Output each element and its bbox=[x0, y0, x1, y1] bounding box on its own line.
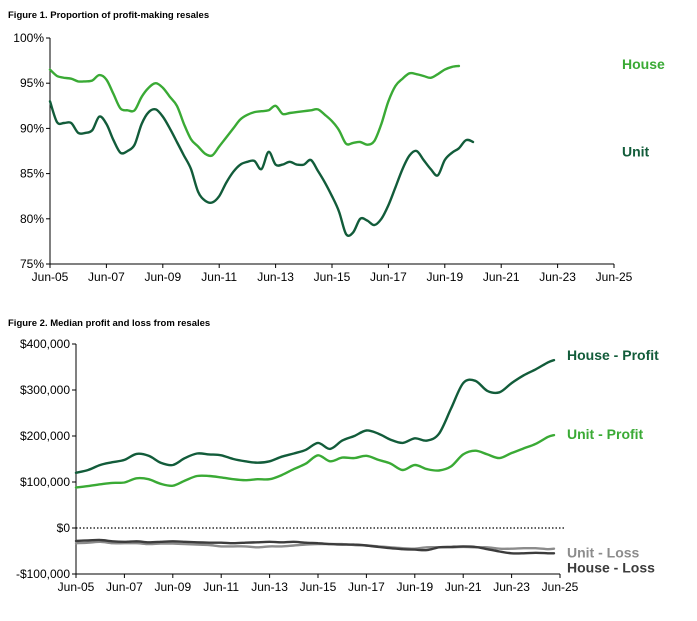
fig2-x-tick-label: Jun-19 bbox=[396, 580, 433, 594]
fig2-x-tick-label: Jun-25 bbox=[542, 580, 579, 594]
fig1-x-tick-label: Jun-11 bbox=[201, 270, 237, 284]
fig1-x-tick-label: Jun-13 bbox=[257, 270, 294, 284]
fig2-x-tick-label: Jun-13 bbox=[251, 580, 288, 594]
fig2-x-tick-label: Jun-23 bbox=[493, 580, 530, 594]
fig1-x-tick-label: Jun-25 bbox=[596, 270, 633, 284]
fig1-x-tick-label: Jun-07 bbox=[88, 270, 125, 284]
fig2-series-unit-profit bbox=[74, 433, 556, 489]
fig2-series-house-loss bbox=[74, 538, 556, 555]
fig1-x-tick-label: Jun-09 bbox=[144, 270, 181, 284]
fig1-label-house: House bbox=[622, 56, 665, 72]
fig1-x-tick-label: Jun-05 bbox=[32, 270, 69, 284]
fig2-label-house-profit: House - Profit bbox=[567, 347, 659, 363]
fig2-y-tick-label: -$100,000 bbox=[16, 567, 70, 581]
fig1-y-tick-label: 80% bbox=[20, 212, 44, 226]
fig2-y-tick-label: $400,000 bbox=[20, 337, 70, 351]
fig2-label-unit-loss: Unit - Loss bbox=[567, 545, 640, 561]
fig2-series-house-profit bbox=[74, 358, 556, 474]
fig2-x-tick-label: Jun-05 bbox=[58, 580, 95, 594]
figure2-title: Figure 2. Median profit and loss from re… bbox=[8, 318, 211, 329]
fig1-y-tick-label: 85% bbox=[20, 167, 44, 181]
fig1-series-house bbox=[48, 64, 461, 158]
fig1-x-tick-label: Jun-23 bbox=[539, 270, 576, 284]
fig2-y-tick-label: $300,000 bbox=[20, 383, 70, 397]
fig1-series-unit bbox=[48, 100, 475, 237]
fig2-x-tick-label: Jun-07 bbox=[106, 580, 143, 594]
fig2-x-tick-label: Jun-11 bbox=[203, 580, 239, 594]
fig2-x-tick-label: Jun-15 bbox=[300, 580, 337, 594]
fig1-x-tick-label: Jun-17 bbox=[370, 270, 407, 284]
fig2-x-tick-label: Jun-21 bbox=[445, 580, 482, 594]
fig1-y-tick-label: 100% bbox=[13, 31, 44, 45]
fig1-y-tick-label: 75% bbox=[20, 257, 44, 271]
fig1-y-tick-label: 90% bbox=[20, 121, 44, 135]
figure1-title: Figure 1. Proportion of profit-making re… bbox=[8, 10, 210, 21]
fig2-y-tick-label: $0 bbox=[57, 521, 71, 535]
fig2-x-tick-label: Jun-17 bbox=[348, 580, 385, 594]
fig2-y-tick-label: $100,000 bbox=[20, 475, 70, 489]
fig1-x-tick-label: Jun-21 bbox=[483, 270, 520, 284]
fig2-label-unit-profit: Unit - Profit bbox=[567, 426, 644, 442]
fig1-x-tick-label: Jun-15 bbox=[314, 270, 351, 284]
fig2-x-tick-label: Jun-09 bbox=[154, 580, 191, 594]
fig2-y-tick-label: $200,000 bbox=[20, 429, 70, 443]
fig1-label-unit: Unit bbox=[622, 143, 650, 159]
fig2-label-house-loss: House - Loss bbox=[567, 559, 655, 575]
fig1-y-tick-label: 95% bbox=[20, 76, 44, 90]
fig1-x-tick-label: Jun-19 bbox=[426, 270, 463, 284]
